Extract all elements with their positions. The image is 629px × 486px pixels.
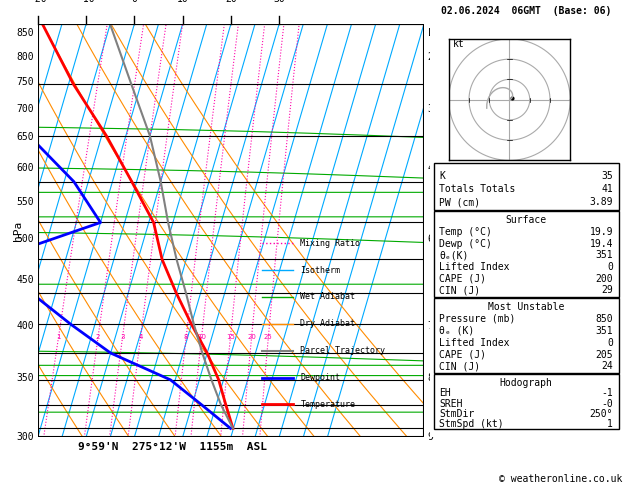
Text: CAPE (J): CAPE (J): [439, 274, 486, 283]
Text: 351: 351: [596, 326, 613, 336]
Text: Pressure (mb): Pressure (mb): [439, 314, 516, 324]
Bar: [433, 374, 619, 429]
Text: 3.89: 3.89: [589, 197, 613, 207]
Text: Dewpoint: Dewpoint: [300, 373, 340, 382]
Text: kt: kt: [453, 39, 465, 49]
Text: -20: -20: [29, 0, 47, 4]
Text: 10: 10: [177, 0, 189, 4]
Text: Lifted Index: Lifted Index: [439, 262, 509, 272]
Text: Wet Adiabat: Wet Adiabat: [300, 293, 355, 301]
Text: Isotherm: Isotherm: [300, 265, 340, 275]
Text: 550: 550: [16, 197, 34, 207]
Bar: [433, 298, 619, 373]
Text: 41: 41: [601, 184, 613, 194]
Text: -10: -10: [77, 0, 95, 4]
Text: Most Unstable: Most Unstable: [488, 302, 564, 312]
Text: 2: 2: [96, 334, 100, 340]
Text: 8: 8: [184, 334, 188, 340]
Text: Mixing Ratio: Mixing Ratio: [300, 239, 360, 248]
Text: 19.4: 19.4: [589, 239, 613, 248]
Text: 1: 1: [56, 334, 61, 340]
Text: 8: 8: [428, 373, 433, 382]
Text: 30: 30: [273, 0, 285, 4]
Text: 7: 7: [428, 321, 433, 331]
Text: CIN (J): CIN (J): [439, 362, 481, 371]
Text: 750: 750: [16, 77, 34, 87]
Text: hPa: hPa: [13, 221, 23, 241]
Text: 0: 0: [607, 262, 613, 272]
Text: StmDir: StmDir: [439, 409, 474, 419]
Text: θₑ(K): θₑ(K): [439, 250, 469, 260]
Text: 500: 500: [16, 234, 34, 244]
Text: Mixing Ratio (g/kg): Mixing Ratio (g/kg): [455, 183, 464, 278]
Text: 300: 300: [16, 433, 34, 442]
Text: Temperature: Temperature: [300, 400, 355, 409]
Text: 24: 24: [601, 362, 613, 371]
Bar: [433, 163, 619, 210]
Text: 205: 205: [596, 349, 613, 360]
Text: 700: 700: [16, 104, 34, 114]
Text: 0: 0: [607, 338, 613, 347]
Text: 20: 20: [225, 0, 237, 4]
Text: K: K: [439, 171, 445, 181]
Text: 35: 35: [601, 171, 613, 181]
Text: Totals Totals: Totals Totals: [439, 184, 516, 194]
Text: 3: 3: [120, 334, 125, 340]
Text: 650: 650: [16, 132, 34, 142]
Text: 15: 15: [226, 334, 235, 340]
Text: 400: 400: [16, 321, 34, 331]
Text: Dry Adiabat: Dry Adiabat: [300, 319, 355, 329]
Text: Dewp (°C): Dewp (°C): [439, 239, 492, 248]
Text: Parcel Trajectory: Parcel Trajectory: [300, 346, 386, 355]
Text: 350: 350: [16, 373, 34, 382]
Text: Surface: Surface: [506, 215, 547, 225]
Text: PW (cm): PW (cm): [439, 197, 481, 207]
Text: 3: 3: [428, 104, 433, 114]
Text: -0: -0: [601, 399, 613, 409]
Text: Temp (°C): Temp (°C): [439, 227, 492, 237]
Text: Lifted Index: Lifted Index: [439, 338, 509, 347]
Text: © weatheronline.co.uk: © weatheronline.co.uk: [499, 473, 623, 484]
Text: 800: 800: [16, 52, 34, 62]
Text: 600: 600: [16, 163, 34, 174]
Text: 850: 850: [596, 314, 613, 324]
Text: 850: 850: [16, 28, 34, 38]
Text: 200: 200: [596, 274, 613, 283]
Text: StmSpd (kt): StmSpd (kt): [439, 419, 504, 429]
Text: 0: 0: [131, 0, 137, 4]
Text: 29: 29: [601, 285, 613, 295]
Text: 20: 20: [247, 334, 256, 340]
Text: SREH: SREH: [439, 399, 463, 409]
Text: LCL: LCL: [428, 28, 445, 38]
Text: 25: 25: [264, 334, 273, 340]
Bar: [433, 211, 619, 297]
Text: 4: 4: [138, 334, 143, 340]
Text: 351: 351: [596, 250, 613, 260]
Text: 19.9: 19.9: [589, 227, 613, 237]
Text: 9°59'N  275°12'W  1155m  ASL: 9°59'N 275°12'W 1155m ASL: [79, 442, 267, 451]
Text: EH: EH: [439, 388, 451, 399]
Text: 10: 10: [197, 334, 206, 340]
Text: 1: 1: [607, 419, 613, 429]
Text: 02.06.2024  06GMT  (Base: 06): 02.06.2024 06GMT (Base: 06): [441, 6, 611, 16]
Text: Hodograph: Hodograph: [500, 378, 553, 388]
Text: 2: 2: [428, 52, 433, 62]
Text: CAPE (J): CAPE (J): [439, 349, 486, 360]
Text: 250°: 250°: [589, 409, 613, 419]
Text: 6: 6: [428, 234, 433, 244]
Text: 4: 4: [428, 163, 433, 174]
Text: km
ASL: km ASL: [439, 418, 454, 437]
Text: 450: 450: [16, 275, 34, 285]
Text: 9: 9: [428, 433, 433, 442]
Text: -1: -1: [601, 388, 613, 399]
Text: CIN (J): CIN (J): [439, 285, 481, 295]
Text: θₑ (K): θₑ (K): [439, 326, 474, 336]
